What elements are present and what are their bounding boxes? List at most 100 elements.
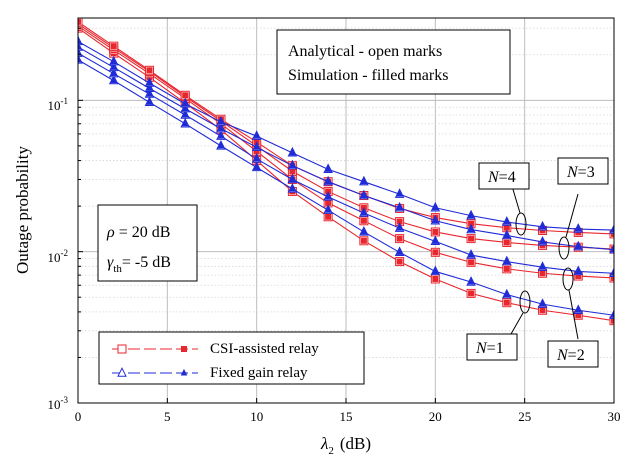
annotation-analytical: Analytical - open marks <box>288 43 442 60</box>
filled-square-marker <box>432 275 439 282</box>
filled-square-marker <box>360 237 367 244</box>
filled-triangle-marker <box>78 49 82 56</box>
filled-triangle-marker <box>78 37 82 44</box>
filled-square-marker <box>468 290 475 297</box>
filled-triangle-marker <box>253 132 260 139</box>
filled-triangle-marker <box>539 237 546 245</box>
filled-square-marker <box>182 92 189 99</box>
filled-triangle-marker <box>217 117 225 125</box>
filled-triangle-marker <box>432 203 439 211</box>
filled-triangle-marker <box>78 55 82 63</box>
filled-triangle-marker <box>78 42 82 50</box>
filled-triangle-marker <box>467 225 475 233</box>
filled-triangle-marker <box>467 250 475 258</box>
filled-triangle-marker <box>432 216 439 224</box>
filled-square-marker <box>611 274 614 281</box>
label-n1: N=1 <box>475 340 504 357</box>
series-line <box>78 23 614 250</box>
series-line <box>78 52 614 274</box>
series-fixed-n3 <box>78 41 614 254</box>
method-annotation-box: Analytical - open marks Simulation - fil… <box>276 29 511 95</box>
filled-square-marker <box>181 346 187 352</box>
arrow-n4 <box>511 185 521 214</box>
parameter-box: ρ = 20 dB γth= -5 dB <box>97 204 198 282</box>
filled-triangle-marker <box>574 242 582 250</box>
filled-square-marker <box>611 317 614 324</box>
filled-square-marker <box>539 270 546 277</box>
filled-triangle-marker <box>217 124 225 132</box>
filled-square-marker <box>360 217 367 224</box>
filled-square-marker <box>468 235 475 242</box>
filled-triangle-marker <box>396 190 403 197</box>
series-line <box>78 27 614 322</box>
ellipse-n1 <box>519 290 531 314</box>
filled-triangle-marker <box>360 177 368 185</box>
arrow-n3 <box>565 193 579 238</box>
filled-triangle-marker <box>539 300 546 307</box>
y-tick-label: 10-1 <box>48 96 69 113</box>
filled-triangle-marker <box>146 84 153 91</box>
filled-square-marker <box>432 228 439 235</box>
arrow-n2 <box>568 289 579 340</box>
filled-triangle-marker <box>610 225 614 233</box>
filled-triangle-marker <box>432 237 439 244</box>
filled-square-marker <box>432 249 439 256</box>
label-n3: N=3 <box>566 164 595 181</box>
filled-square-marker <box>503 239 510 246</box>
filled-triangle-marker <box>253 143 260 150</box>
series-fixed-n1 <box>78 53 614 319</box>
filled-triangle-marker <box>324 206 332 213</box>
filled-square-marker <box>78 18 81 25</box>
filled-square-marker <box>396 235 403 242</box>
filled-triangle-marker <box>432 267 439 274</box>
filled-square-marker <box>539 307 546 314</box>
filled-square-marker <box>611 230 614 237</box>
filled-triangle-marker <box>610 245 614 253</box>
series-line <box>78 40 614 231</box>
filled-triangle-marker <box>324 165 332 172</box>
x-tick-label: 30 <box>608 409 621 424</box>
filled-triangle-marker <box>574 224 582 232</box>
n-annotations <box>510 185 579 340</box>
filled-triangle-marker <box>289 161 296 169</box>
filled-triangle-marker <box>360 208 368 216</box>
open-triangle-marker <box>117 367 127 377</box>
filled-triangle-marker <box>253 163 260 170</box>
filled-triangle-marker <box>574 306 582 313</box>
x-tick-label: 0 <box>75 409 82 424</box>
legend: CSI-assisted relay Fixed gain relay <box>98 331 365 385</box>
legend-markers <box>112 344 198 377</box>
x-tick-label: 20 <box>429 409 442 424</box>
filled-square-marker <box>468 259 475 266</box>
arrow-n1 <box>510 312 524 335</box>
filled-triangle-marker <box>503 290 511 298</box>
filled-triangle-marker <box>503 257 511 265</box>
x-tick-label: 5 <box>164 409 171 424</box>
filled-triangle-marker <box>146 98 153 105</box>
filled-square-marker <box>396 258 403 265</box>
filled-triangle-marker <box>289 148 296 156</box>
filled-triangle-marker <box>539 263 546 270</box>
ellipse-n3 <box>558 236 570 260</box>
filled-triangle-marker <box>610 311 614 318</box>
y-tick-labels: 10-3 10-2 10-1 <box>48 96 69 412</box>
filled-square-marker <box>146 67 153 74</box>
filled-triangle-marker <box>181 104 189 112</box>
filled-triangle-marker <box>289 175 296 182</box>
series-layer <box>78 18 614 326</box>
ellipse-n4 <box>515 212 527 236</box>
legend-entry-csi <box>112 344 198 354</box>
x-axis-label: λ2 (dB) <box>320 434 371 457</box>
x-tick-label: 15 <box>340 409 353 424</box>
filled-triangle-marker <box>539 222 546 230</box>
filled-triangle-marker <box>324 177 332 185</box>
filled-square-marker <box>503 299 510 306</box>
filled-triangle-marker <box>503 231 511 238</box>
filled-triangle-marker <box>574 267 582 274</box>
n-label-boxes: N=4 N=3 N=1 N=2 <box>466 157 609 368</box>
ellipse-n2 <box>562 267 574 291</box>
filled-triangle-marker <box>360 227 368 235</box>
filled-triangle-marker <box>181 119 189 127</box>
filled-triangle-marker <box>467 211 475 219</box>
filled-triangle-marker <box>217 141 225 149</box>
